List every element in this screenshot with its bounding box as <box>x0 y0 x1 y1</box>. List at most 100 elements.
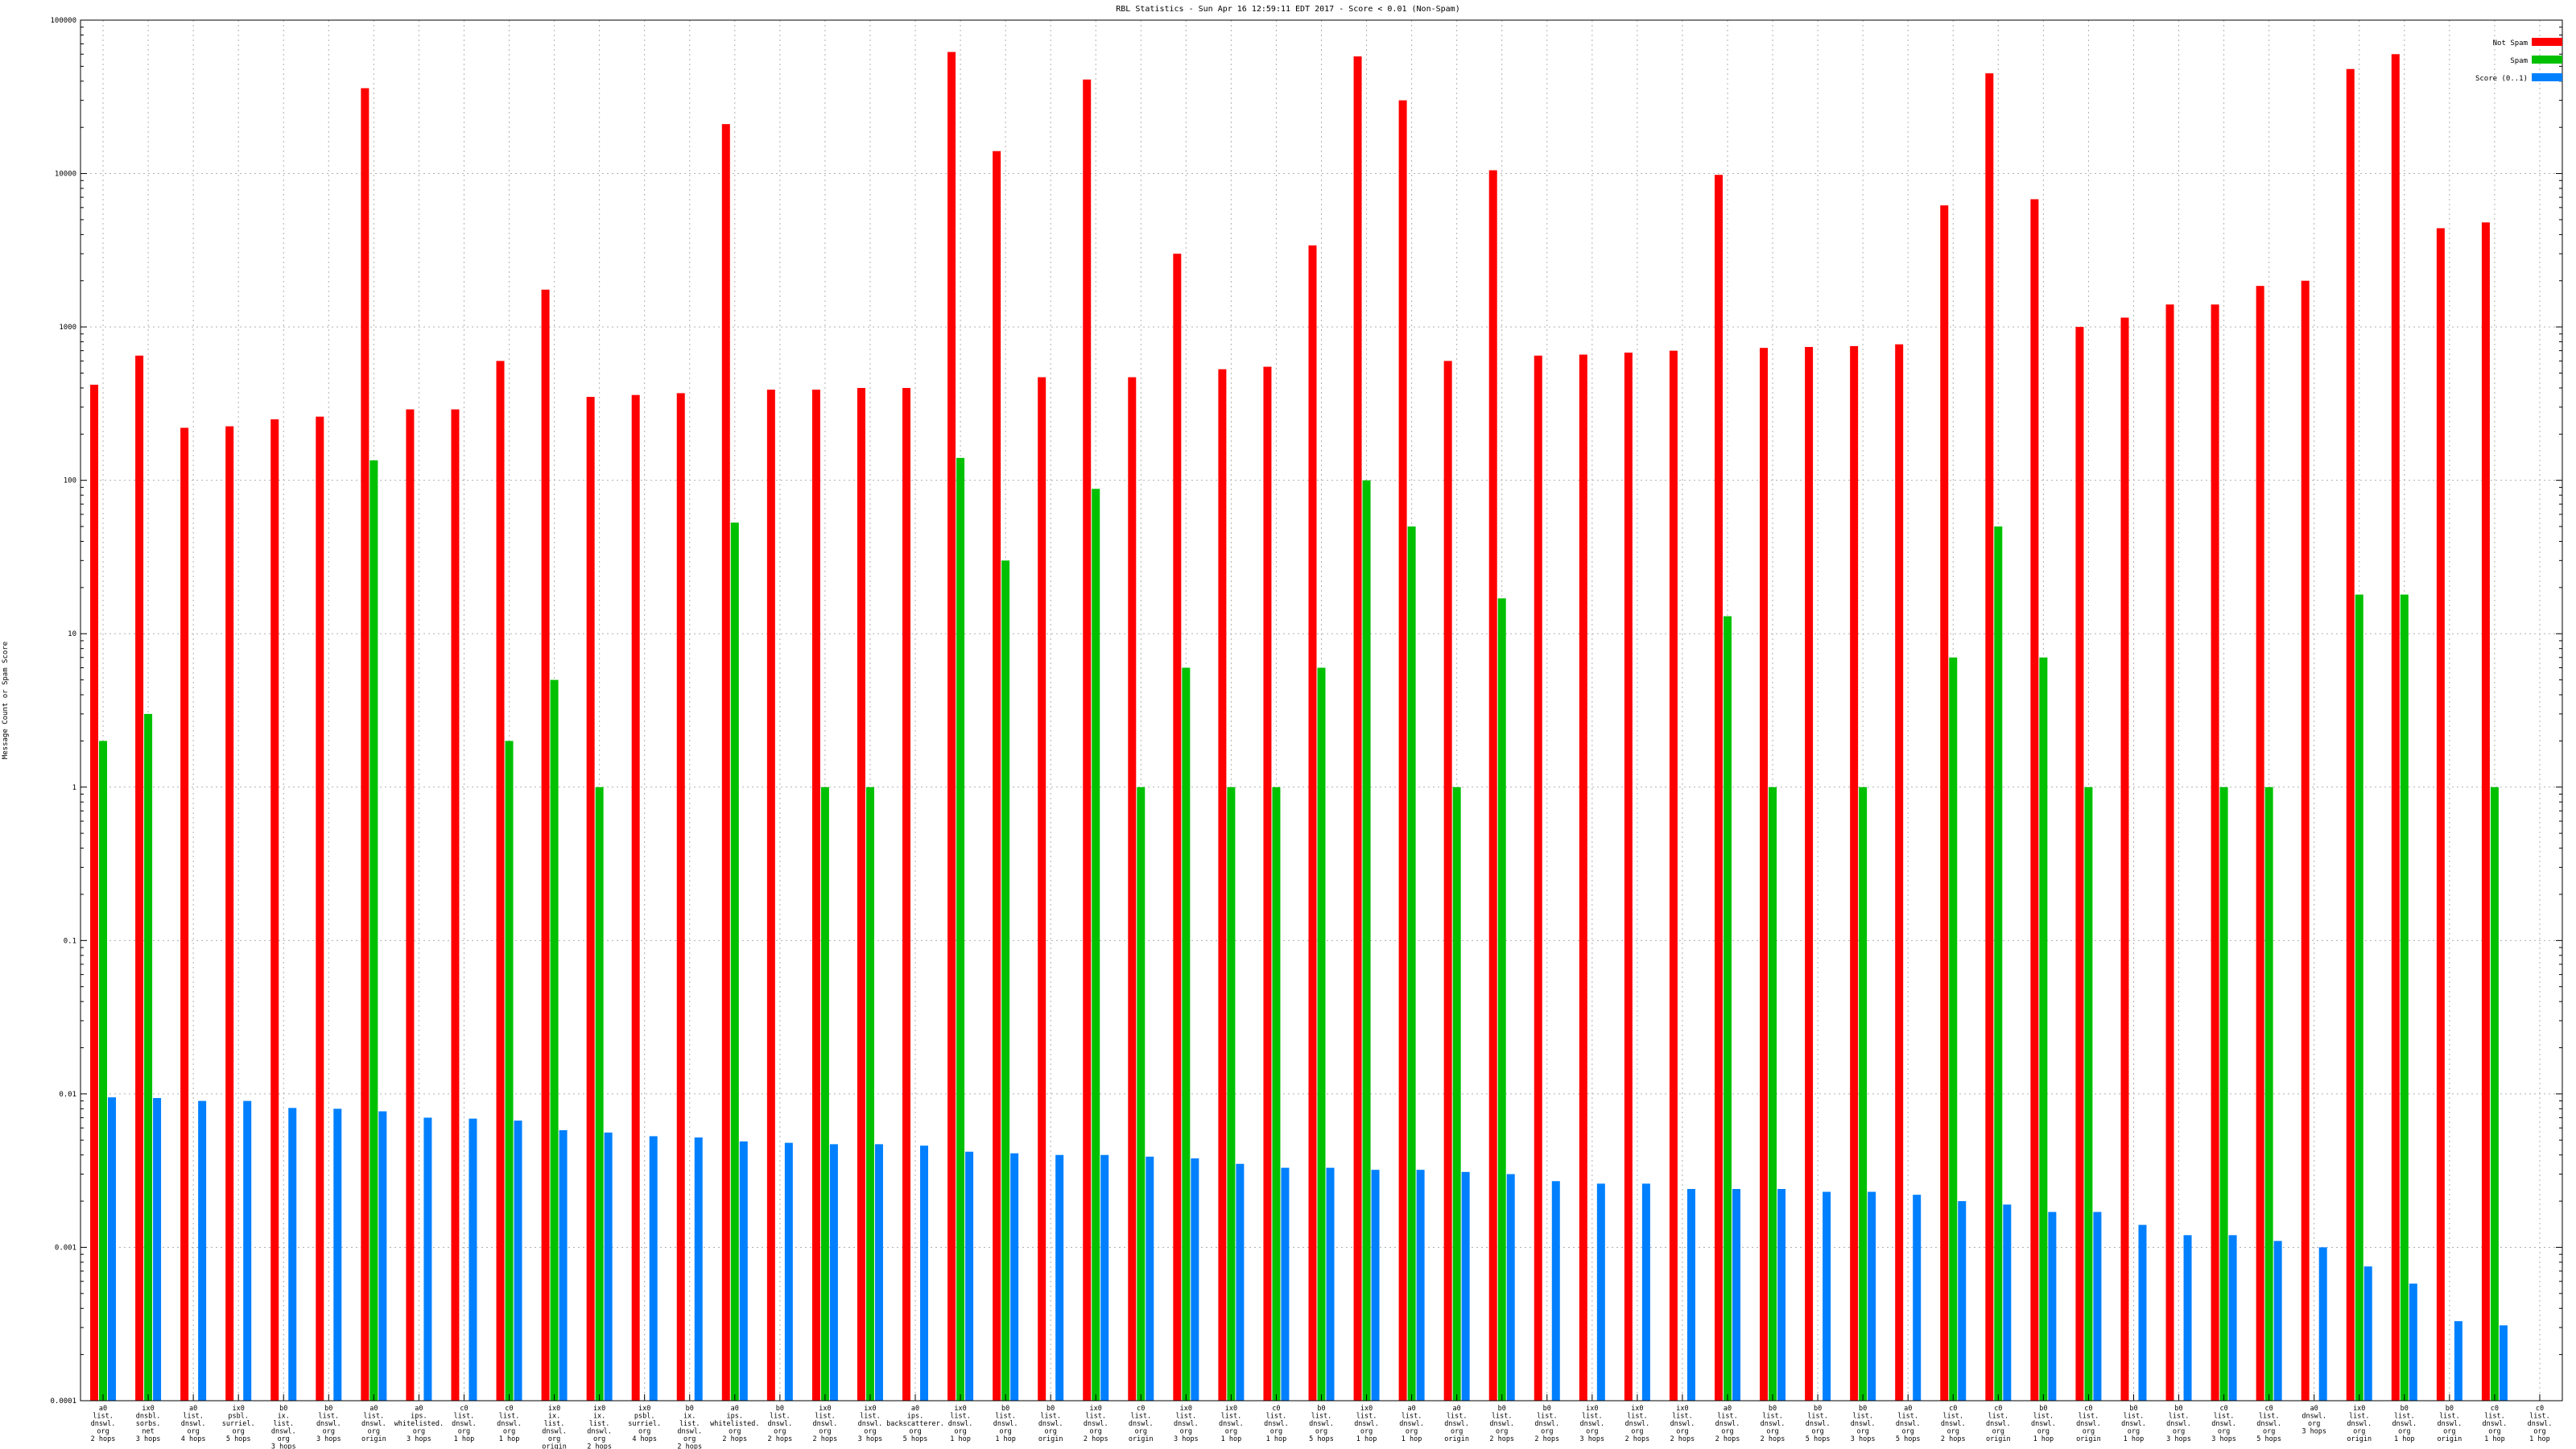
bar-score-0-1--27 <box>1326 1167 1335 1401</box>
bar-not-spam-47 <box>2211 304 2219 1401</box>
bar-not-spam-27 <box>1308 245 1317 1401</box>
bar-not-spam-39 <box>1850 345 1859 1401</box>
x-tick-label: list. <box>2169 1413 2190 1421</box>
x-tick-label: 2 hops <box>1941 1435 1966 1443</box>
x-tick-label: 1 hop <box>2529 1435 2550 1443</box>
x-tick-label: org <box>548 1435 560 1443</box>
bar-score-0-1--39 <box>1868 1191 1876 1401</box>
x-tick-label: ix. <box>593 1413 605 1421</box>
x-tick-label: ix0 <box>1180 1405 1192 1413</box>
x-tick-label: a0 <box>2310 1405 2318 1413</box>
x-tick-label: org <box>999 1428 1011 1436</box>
bar-score-0-1--8 <box>469 1118 477 1401</box>
bar-not-spam-31 <box>1488 170 1497 1401</box>
bar-not-spam-7 <box>406 409 415 1401</box>
bar-score-0-1--46 <box>2183 1235 2192 1401</box>
x-tick-label: b0 <box>1543 1405 1551 1413</box>
bar-not-spam-53 <box>2481 222 2490 1401</box>
x-tick-label: 2 hops <box>767 1435 792 1443</box>
x-tick-label: org <box>1180 1428 1192 1436</box>
x-tick-label: dnswl. <box>1489 1420 1514 1428</box>
x-tick-label: 2 hops <box>1761 1435 1785 1443</box>
x-tick-label: whitelisted. <box>394 1420 444 1428</box>
bar-score-0-1--32 <box>1551 1181 1560 1401</box>
bar-score-0-1--1 <box>153 1098 162 1401</box>
x-tick-label: 1 hop <box>1356 1435 1377 1443</box>
bar-score-0-1--35 <box>1686 1188 1695 1401</box>
bar-not-spam-4 <box>270 419 279 1402</box>
bar-score-0-1--26 <box>1281 1167 1290 1401</box>
x-tick-label: dnswl. <box>1264 1420 1289 1428</box>
x-tick-label: 3 hops <box>136 1435 161 1443</box>
bar-spam-42 <box>1994 526 2003 1402</box>
x-tick-label: org <box>2263 1428 2275 1436</box>
bar-not-spam-16 <box>811 390 820 1401</box>
bar-not-spam-35 <box>1669 350 1678 1401</box>
y-tick-label: 1 <box>72 784 76 792</box>
x-tick-label: dnswl. <box>993 1420 1018 1428</box>
bar-spam-26 <box>1272 786 1281 1401</box>
x-tick-label: c0 <box>1272 1405 1280 1413</box>
x-tick-label: ix0 <box>819 1405 831 1413</box>
bar-not-spam-3 <box>225 426 234 1401</box>
x-tick-label: org <box>1766 1428 1778 1436</box>
x-tick-label: org <box>1315 1428 1327 1436</box>
x-tick-label: ix0 <box>1631 1405 1643 1413</box>
x-tick-label: dnswl. <box>1219 1420 1244 1428</box>
x-tick-label: dnswl. <box>1534 1420 1559 1428</box>
bar-not-spam-44 <box>2075 327 2084 1402</box>
x-tick-label: a0 <box>1453 1405 1461 1413</box>
bar-not-spam-40 <box>1895 344 1904 1401</box>
x-tick-label: dnswl. <box>2211 1420 2236 1428</box>
x-tick-label: list. <box>2439 1413 2460 1421</box>
x-tick-label: a0 <box>189 1405 197 1413</box>
x-tick-label: 2 hops <box>722 1435 747 1443</box>
x-tick-label: org <box>97 1428 109 1436</box>
x-tick-label: dnswl. <box>1174 1420 1199 1428</box>
bar-not-spam-20 <box>993 151 1001 1401</box>
bar-not-spam-52 <box>2436 228 2445 1402</box>
bar-not-spam-14 <box>721 124 730 1401</box>
x-tick-label: list. <box>1402 1413 1422 1421</box>
bar-spam-30 <box>1452 786 1461 1401</box>
x-tick-label: dnswl. <box>1715 1420 1740 1428</box>
x-tick-label: dnswl. <box>2121 1420 2146 1428</box>
x-tick-label: org <box>2083 1428 2095 1436</box>
x-tick-label: ix. <box>278 1413 290 1421</box>
x-tick-label: ix0 <box>1225 1405 1237 1413</box>
x-tick-label: dnswl. <box>542 1428 567 1436</box>
x-tick-label: dnswl. <box>1579 1420 1604 1428</box>
x-tick-label: dnswl. <box>316 1420 341 1428</box>
bar-not-spam-5 <box>316 416 324 1401</box>
x-tick-label: dnswl. <box>1354 1420 1379 1428</box>
y-tick-label: 0.0001 <box>50 1397 76 1406</box>
x-tick-label: list. <box>2529 1413 2550 1421</box>
x-tick-label: list. <box>860 1413 881 1421</box>
x-tick-label: sorbs. <box>136 1420 161 1428</box>
x-tick-label: list. <box>1221 1413 1242 1421</box>
x-tick-label: dnswl. <box>948 1420 973 1428</box>
x-tick-label: org <box>1360 1428 1373 1436</box>
x-tick-label: b0 <box>1001 1405 1009 1413</box>
x-tick-label: dnswl. <box>1941 1420 1966 1428</box>
x-tick-label: dnswl. <box>1444 1420 1469 1428</box>
x-tick-label: org <box>1676 1428 1688 1436</box>
x-tick-label: list. <box>2349 1413 2370 1421</box>
x-tick-label: 2 hops <box>1715 1435 1740 1443</box>
x-tick-label: ix0 <box>1676 1405 1688 1413</box>
bar-score-0-1--16 <box>829 1144 838 1401</box>
x-tick-label: 5 hops <box>1806 1435 1831 1443</box>
x-tick-label: org <box>1451 1428 1463 1436</box>
x-tick-label: b0 <box>2446 1405 2454 1413</box>
bar-score-0-1--5 <box>333 1108 342 1401</box>
x-tick-label: org <box>638 1428 650 1436</box>
bar-not-spam-48 <box>2256 286 2264 1401</box>
x-tick-label: ix. <box>548 1413 560 1421</box>
bar-not-spam-23 <box>1128 377 1137 1401</box>
x-tick-label: whitelisted. <box>710 1420 759 1428</box>
bar-score-0-1--53 <box>2499 1325 2508 1401</box>
x-tick-label: c0 <box>505 1405 513 1413</box>
x-tick-label: list. <box>2033 1413 2054 1421</box>
x-tick-label: dnswl. <box>1670 1420 1695 1428</box>
